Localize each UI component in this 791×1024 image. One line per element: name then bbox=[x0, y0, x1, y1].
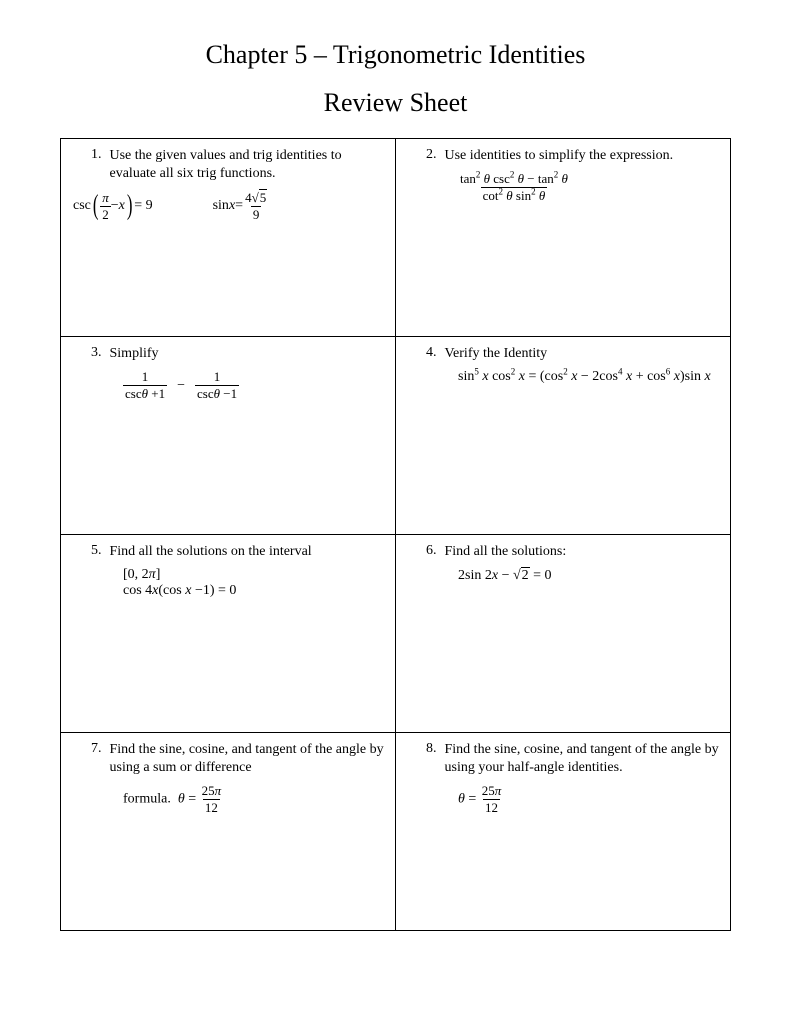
problem-number: 8. bbox=[406, 741, 445, 757]
problem-text: Simplify bbox=[110, 345, 386, 363]
problem-text: Find the sine, cosine, and tangent of th… bbox=[110, 741, 386, 777]
problem-math: tan2 θ csc2 θ − tan2 θcot2 θ sin2 θ bbox=[406, 171, 720, 204]
problem-number: 4. bbox=[406, 345, 445, 361]
table-row: 3.Simplify 1cscθ +1−1cscθ −1 4.Verify the … bbox=[61, 337, 731, 535]
page-title: Chapter 5 – Trigonometric Identities bbox=[60, 40, 731, 70]
problem-cell: 8.Find the sine, cosine, and tangent of … bbox=[396, 733, 731, 931]
problem-cell: 3.Simplify 1cscθ +1−1cscθ −1 bbox=[61, 337, 396, 535]
problem-text: Verify the Identity bbox=[445, 345, 721, 363]
problem-number: 2. bbox=[406, 147, 445, 163]
problem-math: θ = 25π12 bbox=[406, 783, 720, 816]
table-row: 1.Use the given values and trig identiti… bbox=[61, 139, 731, 337]
problem-cell: 7.Find the sine, cosine, and tangent of … bbox=[61, 733, 396, 931]
problem-number: 3. bbox=[71, 345, 110, 361]
page-subtitle: Review Sheet bbox=[60, 88, 731, 118]
problem-number: 1. bbox=[71, 147, 110, 163]
problem-text: Find all the solutions on the interval bbox=[110, 543, 386, 561]
problem-number: 7. bbox=[71, 741, 110, 757]
problem-math: sin5 x cos2 x = (cos2 x − 2cos4 x + cos6… bbox=[406, 369, 720, 385]
table-row: 7.Find the sine, cosine, and tangent of … bbox=[61, 733, 731, 931]
problem-cell: 5.Find all the solutions on the interval… bbox=[61, 535, 396, 733]
table-row: 5.Find all the solutions on the interval… bbox=[61, 535, 731, 733]
problem-math: formula. θ = 25π12 bbox=[71, 783, 385, 816]
problem-text: Use the given values and trig identities… bbox=[110, 147, 386, 183]
problem-number: 6. bbox=[406, 543, 445, 559]
problem-math: csc(π2 − x) = 9sin x = 4√59 bbox=[71, 189, 385, 223]
problem-cell: 4.Verify the Identity sin5 x cos2 x = (co… bbox=[396, 337, 731, 535]
worksheet-table: 1.Use the given values and trig identiti… bbox=[60, 138, 731, 931]
problem-text: Find the sine, cosine, and tangent of th… bbox=[445, 741, 721, 777]
problem-cell: 1.Use the given values and trig identiti… bbox=[61, 139, 396, 337]
problem-math: 2sin 2x − √2 = 0 bbox=[406, 567, 720, 584]
problem-text: Find all the solutions: bbox=[445, 543, 721, 561]
problem-math: 1cscθ +1−1cscθ −1 bbox=[71, 369, 385, 402]
problem-text: Use identities to simplify the expressio… bbox=[445, 147, 721, 165]
problem-cell: 2.Use identities to simplify the express… bbox=[396, 139, 731, 337]
problem-cell: 6.Find all the solutions: 2sin 2x − √2 = … bbox=[396, 535, 731, 733]
problem-number: 5. bbox=[71, 543, 110, 559]
problem-math: [0, 2π]cos 4x(cos x −1) = 0 bbox=[71, 567, 385, 599]
